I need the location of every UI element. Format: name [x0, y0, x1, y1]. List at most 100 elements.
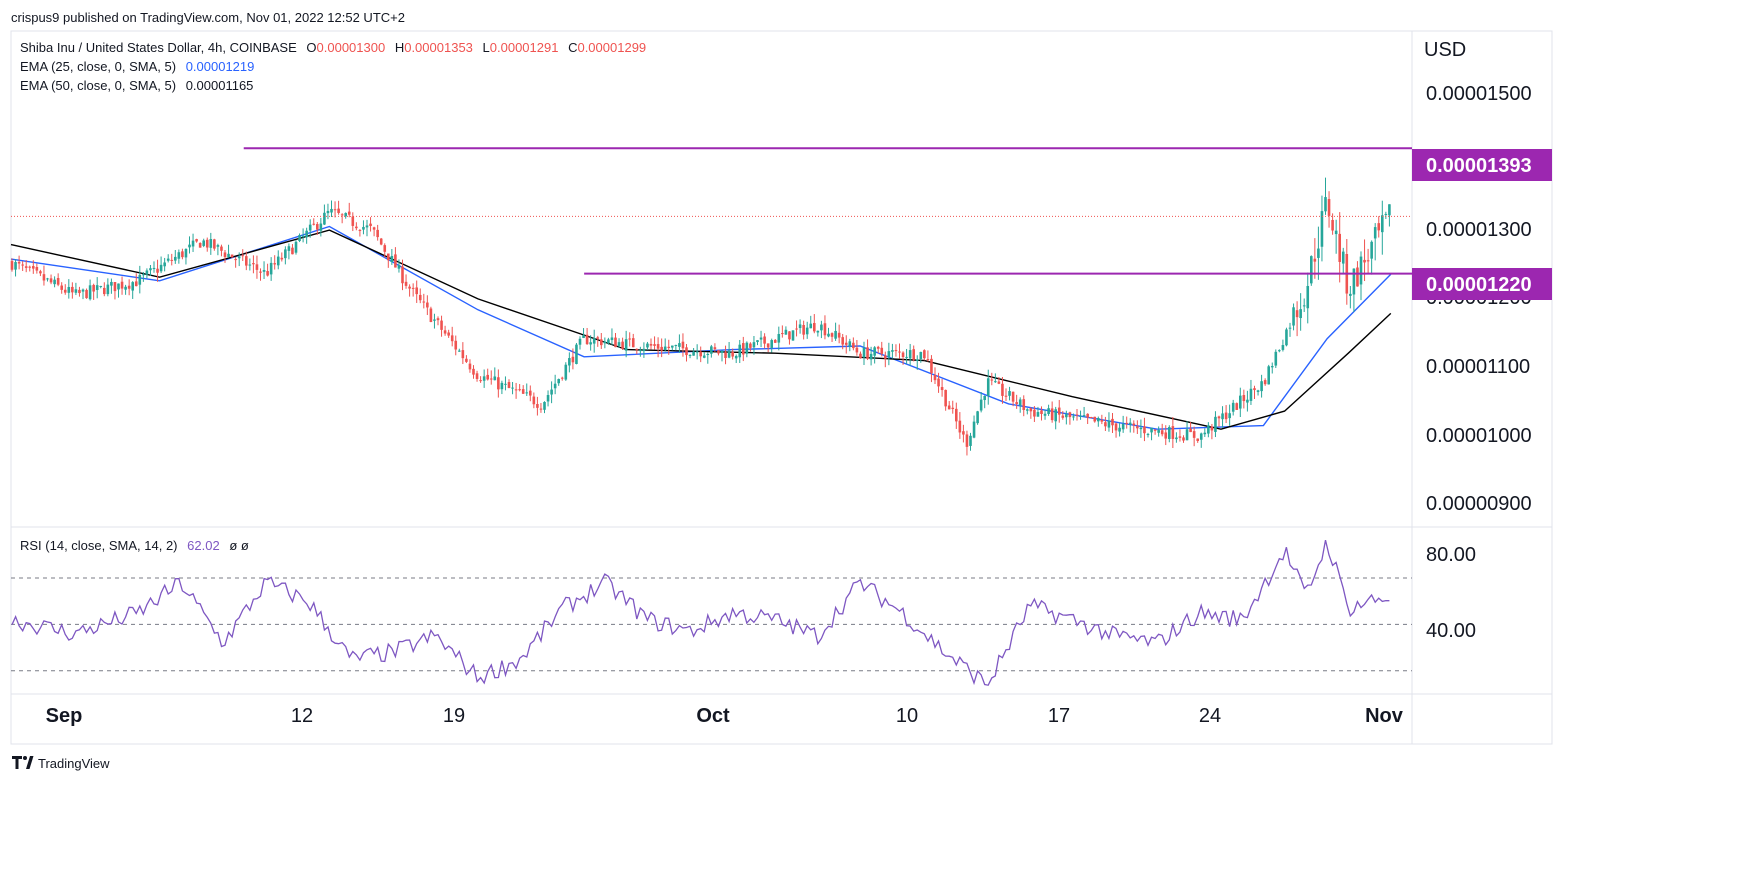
candle-body: [1004, 395, 1008, 397]
candle-body: [667, 346, 671, 349]
legend-ema50[interactable]: EMA (50, close, 0, SMA, 5) 0.00001165: [20, 78, 253, 93]
candle-body: [482, 376, 486, 381]
candle-body: [252, 263, 255, 265]
candle-body: [915, 359, 919, 361]
candle-body: [546, 395, 550, 402]
candle-body: [1270, 366, 1274, 368]
candle-body: [422, 301, 426, 303]
candle-body: [770, 340, 773, 348]
candle-body: [692, 351, 695, 356]
candle-body: [1057, 407, 1061, 415]
candle-body: [1008, 391, 1011, 396]
candle-body: [1018, 399, 1022, 406]
time-axis[interactable]: Sep 12 19 Oct 10 17 24 Nov: [46, 705, 1404, 727]
candle-body: [92, 284, 95, 292]
candle-body: [408, 286, 411, 289]
candle-body: [568, 358, 571, 366]
candle-body: [358, 229, 362, 231]
candle-body: [1047, 408, 1050, 414]
legend-rsi[interactable]: RSI (14, close, SMA, 14, 2) 62.02 ø ø: [20, 538, 249, 553]
candle-body: [855, 347, 859, 353]
time-label: Nov: [1365, 705, 1404, 727]
candle-body: [976, 411, 979, 424]
candle-body: [223, 252, 227, 258]
candle-body: [550, 389, 553, 395]
candle-body: [635, 348, 639, 350]
legend-ema25[interactable]: EMA (25, close, 0, SMA, 5) 0.00001219: [20, 59, 254, 74]
rsi-line[interactable]: [11, 539, 1390, 686]
candle-body: [1171, 426, 1175, 439]
candle-body: [411, 287, 415, 289]
candle-body: [571, 356, 575, 363]
candle-body: [1341, 251, 1345, 264]
rsi-pane: [11, 539, 1412, 686]
ema25-line[interactable]: [10, 225, 1392, 430]
candle-body: [674, 344, 678, 346]
candle-body: [738, 344, 742, 358]
candle-body: [905, 356, 908, 358]
candle-body: [1356, 267, 1359, 287]
candle-body: [844, 342, 848, 345]
candle-body: [170, 259, 174, 261]
legend-symbol-line[interactable]: Shiba Inu / United States Dollar, 4h, CO…: [20, 40, 646, 55]
candle-body: [862, 347, 866, 358]
candle-body: [184, 248, 188, 258]
candle-body: [1132, 423, 1136, 426]
candle-body: [965, 434, 969, 447]
candle-body: [1168, 427, 1171, 440]
candle-body: [461, 350, 465, 359]
price-tick: 0.00001500: [1426, 83, 1532, 105]
candle-body: [1050, 408, 1054, 421]
candle-body: [103, 287, 106, 295]
tradingview-logo[interactable]: TradingView: [12, 756, 110, 771]
candle-body: [1242, 395, 1246, 402]
candle-body: [1377, 223, 1381, 231]
candle-body: [1267, 366, 1270, 385]
candle-body: [955, 408, 958, 422]
candle-body: [1160, 430, 1164, 435]
time-label: Sep: [46, 705, 83, 727]
ema50-line[interactable]: [10, 229, 1392, 430]
candle-body: [262, 269, 266, 272]
candle-body: [1022, 399, 1026, 411]
price-tick: 0.00001300: [1426, 219, 1532, 241]
candle-body: [81, 289, 85, 292]
candle-body: [912, 349, 915, 360]
rsi-tick: 40.00: [1426, 620, 1476, 642]
candle-body: [1128, 422, 1132, 425]
candle-body: [1373, 227, 1377, 239]
candle-body: [947, 405, 951, 410]
candle-body: [876, 346, 880, 349]
candle-body: [578, 338, 582, 345]
candle-body: [323, 212, 326, 225]
candle-body: [497, 377, 500, 390]
candle-body: [837, 332, 841, 338]
candle-body: [621, 341, 624, 349]
legend-symbol: Shiba Inu / United States Dollar, 4h, CO…: [20, 40, 297, 55]
candle-body: [720, 350, 724, 353]
candle-body: [106, 284, 110, 295]
candle-body: [891, 350, 894, 352]
candle-body: [49, 278, 53, 283]
candle-body: [781, 333, 784, 335]
rsi-axis[interactable]: 80.00 40.00: [1426, 544, 1476, 642]
ema25-label: EMA (25, close, 0, SMA, 5): [20, 59, 176, 74]
candle-body: [241, 255, 245, 257]
candle-body: [525, 392, 529, 394]
candle-body: [95, 285, 99, 291]
candle-body: [1352, 268, 1356, 295]
candle-body: [1089, 416, 1093, 418]
candle-body: [699, 351, 702, 357]
candle-body: [1224, 412, 1228, 420]
candle-body: [1281, 345, 1285, 350]
ohlc-high-value: 0.00001353: [404, 40, 473, 55]
candle-body: [1157, 430, 1160, 433]
price-axis[interactable]: USD 0.00001500 0.00001300 0.00001200 0.0…: [1412, 39, 1552, 515]
candle-body: [585, 334, 589, 345]
legend: Shiba Inu / United States Dollar, 4h, CO…: [20, 40, 646, 553]
candle-body: [88, 285, 92, 300]
candle-body: [617, 342, 621, 346]
candle-body: [1295, 310, 1299, 318]
candle-body: [962, 431, 965, 435]
candle-body: [443, 330, 447, 334]
